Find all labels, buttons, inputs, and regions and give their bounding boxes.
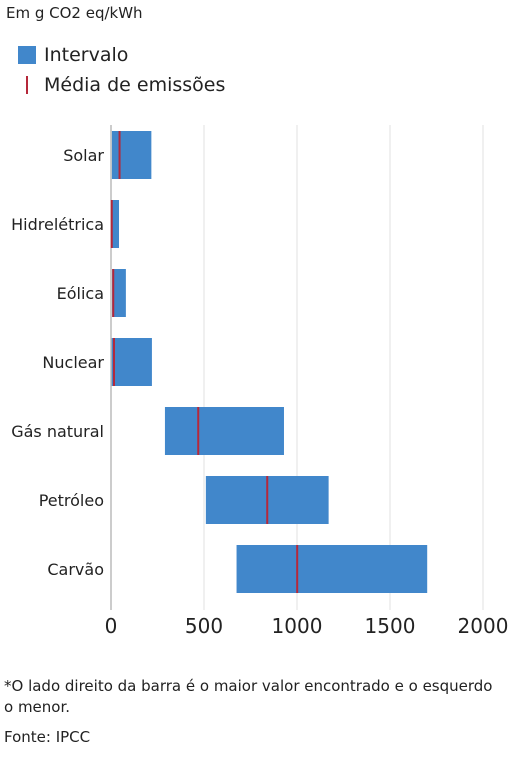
footnote: *O lado direito da barra é o maior valor… [4,677,493,716]
category-label: Petróleo [39,491,104,510]
range-bar [111,200,119,248]
x-tick-label: 0 [105,614,118,638]
category-label: Eólica [57,284,104,303]
emissions-chart: 0 500 1000 1500 2000 Solar Hidrelétrica Eólica N… [11,125,508,638]
range-bar [164,407,284,455]
x-tick-label: 1000 [272,614,323,638]
x-tick-label: 500 [185,614,223,638]
range-bar [236,545,428,593]
x-tick-label: 2000 [458,614,509,638]
category-label: Hidrelétrica [11,215,104,234]
legend-item-range: Intervalo [18,40,225,70]
legend-item-mean: Média de emissões [18,70,225,100]
range-bar [111,338,152,386]
bar-layer [110,131,428,593]
legend-swatch-mean [26,76,28,94]
label-layer: 0 500 1000 1500 2000 Solar Hidrelétrica Eólica N… [11,146,508,638]
unit-label: Em g CO2 eq/kWh [6,4,143,22]
range-bar [111,131,152,179]
source: Fonte: IPCC [4,728,91,746]
grid-layer [110,125,484,610]
legend-label-mean: Média de emissões [44,74,226,96]
legend-label-range: Intervalo [44,44,129,66]
category-label: Solar [63,146,104,165]
range-bar [112,269,126,317]
legend: Intervalo Média de emissões [18,40,225,100]
legend-swatch-range [18,46,36,64]
category-label: Nuclear [42,353,104,372]
category-label: Carvão [47,560,104,579]
x-tick-label: 1500 [365,614,416,638]
category-label: Gás natural [11,422,104,441]
